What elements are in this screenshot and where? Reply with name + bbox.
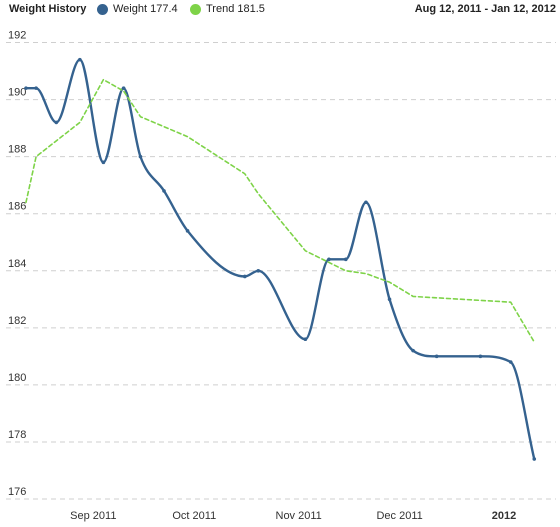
weight-point-5[interactable] xyxy=(121,86,126,90)
y-tick-label-182: 182 xyxy=(8,315,26,327)
weight-point-15[interactable] xyxy=(387,297,392,302)
weight-point-9[interactable] xyxy=(242,274,247,279)
y-tick-label-186: 186 xyxy=(8,201,26,213)
weight-point-16[interactable] xyxy=(411,348,415,353)
weight-point-14[interactable] xyxy=(364,200,368,205)
weight-point-1[interactable] xyxy=(34,86,38,90)
y-tick-label-184: 184 xyxy=(8,258,26,270)
legend-weight-dot-icon xyxy=(97,3,108,15)
weight-line xyxy=(24,58,536,461)
y-tick-label-180: 180 xyxy=(8,372,26,384)
date-range[interactable]: Aug 12, 2011 - Jan 12, 2012 xyxy=(414,3,556,15)
weight-point-12[interactable] xyxy=(327,257,331,262)
weight-point-17[interactable] xyxy=(434,354,439,359)
y-axis-ticks: 176 178 180 182 184 186 188 190 192 xyxy=(8,30,26,498)
x-axis-ticks: Sep 2011 Oct 2011 Nov 2011 Dec 2011 2012 xyxy=(70,510,516,522)
x-tick-label-1: Oct 2011 xyxy=(172,510,216,522)
weight-point-0[interactable] xyxy=(24,86,28,90)
x-tick-label-0: Sep 2011 xyxy=(70,510,116,522)
y-tick-label-188: 188 xyxy=(8,144,26,156)
weight-point-4[interactable] xyxy=(101,160,106,165)
weight-point-3[interactable] xyxy=(78,57,82,62)
legend-trend-name: Trend xyxy=(206,3,235,15)
chart-title: Weight History xyxy=(9,3,87,15)
legend-weight-value: 177.4 xyxy=(150,3,178,15)
y-tick-label-190: 190 xyxy=(8,87,26,99)
weight-point-10[interactable] xyxy=(256,268,261,273)
legend-item-weight[interactable]: Weight 177.4 xyxy=(97,3,178,15)
y-tick-label-192: 192 xyxy=(8,30,26,42)
x-tick-label-3: Dec 2011 xyxy=(376,510,422,522)
weight-point-11[interactable] xyxy=(303,337,308,342)
weight-point-2[interactable] xyxy=(54,120,59,125)
weight-point-20[interactable] xyxy=(532,457,537,461)
legend-weight-name: Weight xyxy=(113,3,148,15)
y-tick-label-176: 176 xyxy=(8,486,26,498)
chart-header: Weight History Weight 177.4 Trend 181.5 … xyxy=(0,0,560,20)
legend-trend-dot-icon xyxy=(190,3,201,15)
trend-line xyxy=(25,78,536,343)
weight-point-8[interactable] xyxy=(185,229,190,233)
x-tick-label-2: Nov 2011 xyxy=(276,510,322,522)
weight-point-18[interactable] xyxy=(478,354,483,359)
weight-point-7[interactable] xyxy=(162,189,166,193)
weight-point-13[interactable] xyxy=(343,257,348,262)
series-markers xyxy=(24,57,537,461)
weight-point-19[interactable] xyxy=(508,360,513,364)
weight-point-6[interactable] xyxy=(138,154,143,159)
legend-item-trend[interactable]: Trend 181.5 xyxy=(190,3,265,15)
legend-trend-value: 181.5 xyxy=(237,3,265,15)
series-lines xyxy=(24,58,536,461)
grid-lines xyxy=(6,42,556,500)
x-tick-label-4: 2012 xyxy=(492,510,516,522)
y-tick-label-178: 178 xyxy=(8,429,26,441)
